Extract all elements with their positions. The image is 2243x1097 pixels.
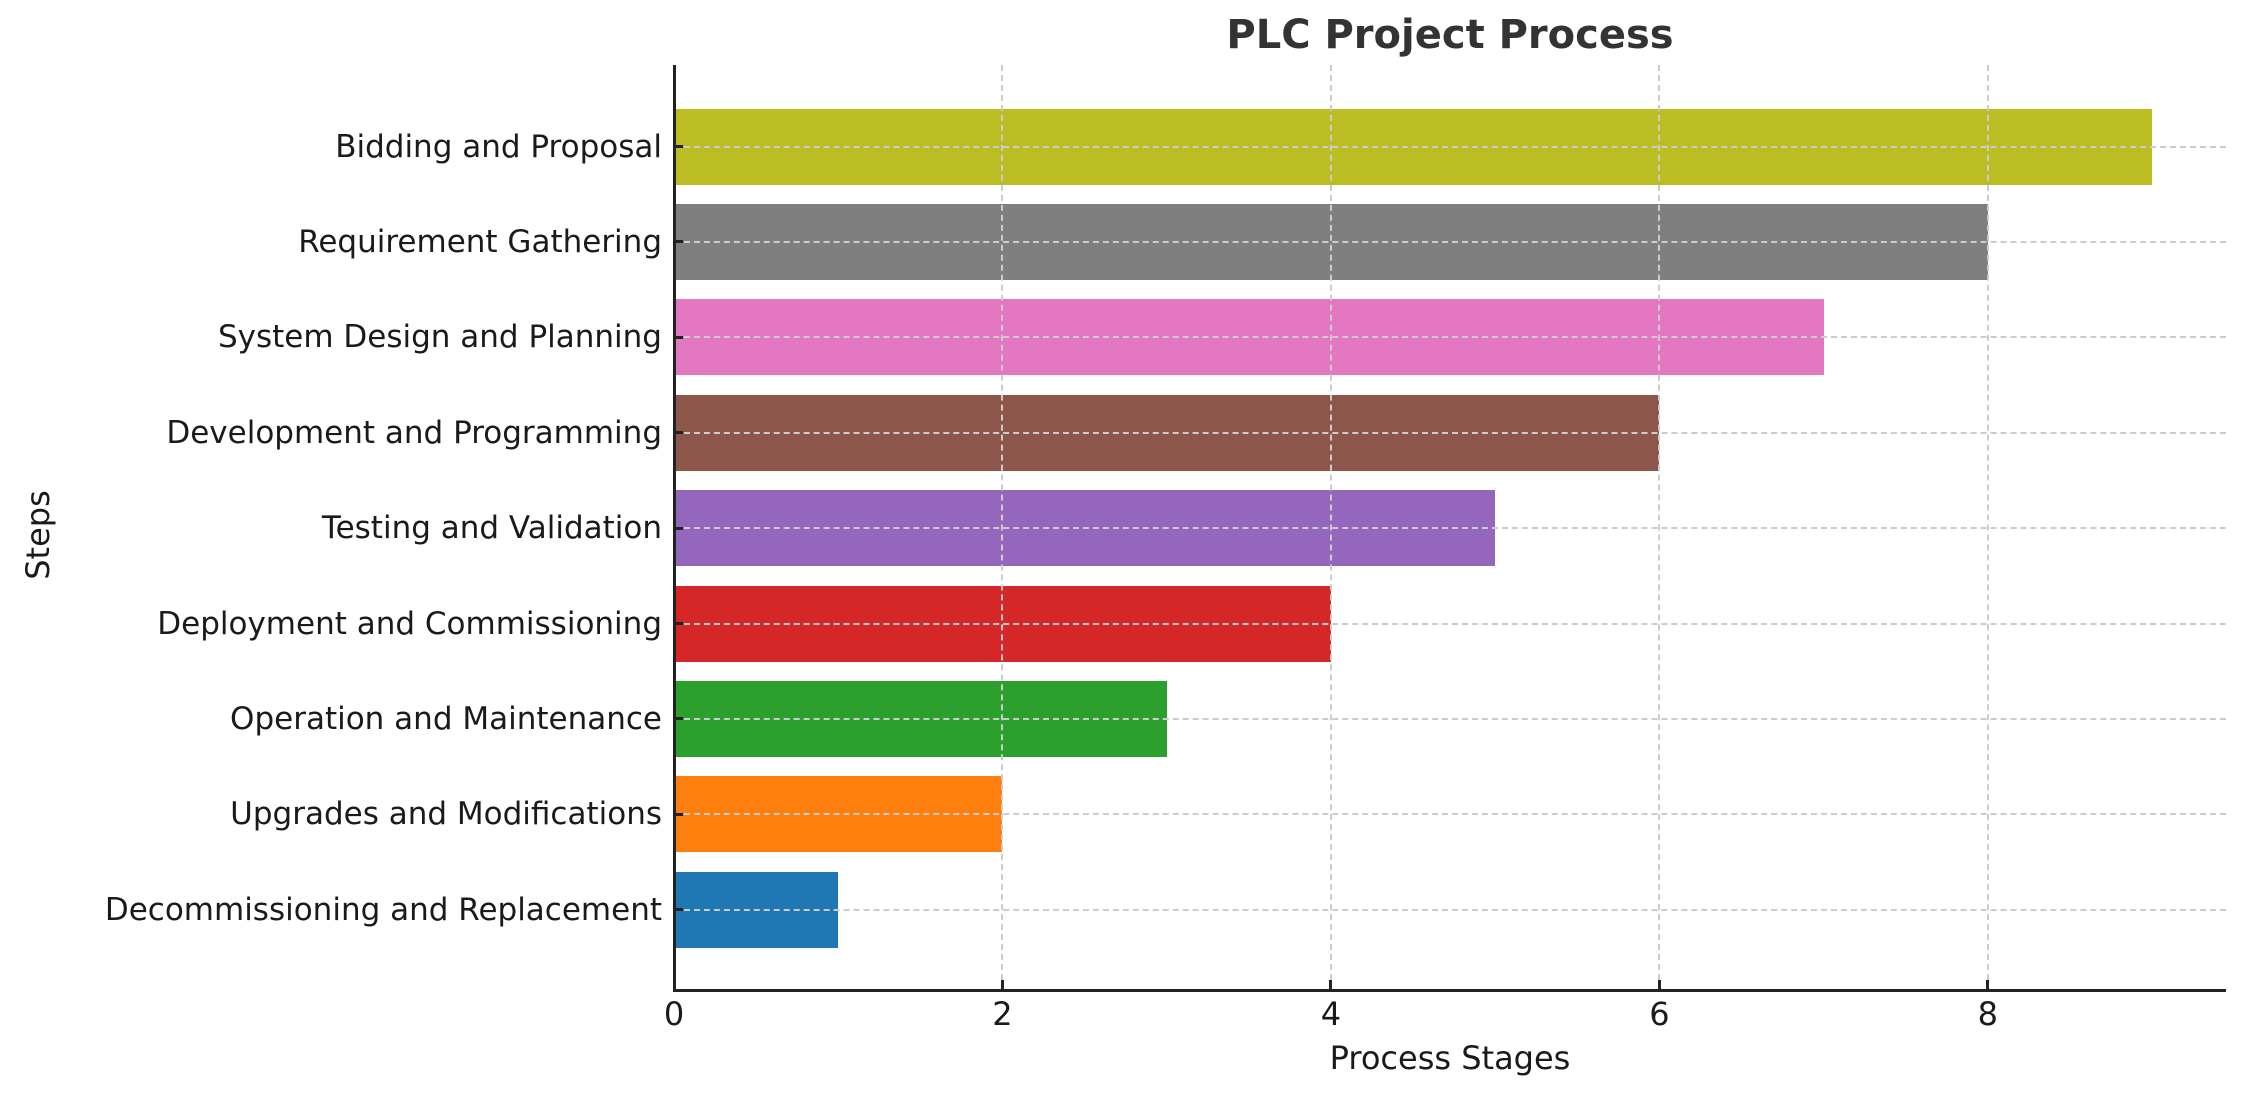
bar [674, 108, 2153, 185]
x-tick-mark [1986, 980, 1990, 990]
x-tick-label: 8 [1977, 995, 1999, 1033]
y-tick-mark [674, 717, 683, 721]
y-tick-mark [674, 812, 683, 816]
bar [674, 203, 1988, 280]
y-tick-mark [674, 908, 683, 912]
x-tick-label: 2 [992, 995, 1013, 1033]
plot-area [674, 65, 2226, 990]
bar [674, 299, 1824, 376]
y-tick-label: Decommissioning and Replacement [104, 891, 662, 928]
y-tick-label: Testing and Validation [321, 510, 662, 547]
y-tick-label: System Design and Planning [217, 319, 662, 356]
y-tick-mark [674, 622, 683, 625]
chart-title: PLC Project Process [1226, 12, 1674, 58]
y-tick-label: Bidding and Proposal [335, 128, 662, 165]
bar [674, 680, 1167, 757]
bars-layer [674, 65, 2226, 990]
y-tick-label: Deployment and Commissioning [157, 605, 662, 642]
y-tick-label: Upgrades and Modifications [230, 796, 662, 833]
x-axis-label: Process Stages [1329, 1039, 1571, 1077]
y-tick-label: Requirement Gathering [298, 223, 662, 260]
y-tick-label: Operation and Maintenance [230, 700, 662, 737]
bar [674, 585, 1331, 662]
y-tick-mark [674, 335, 683, 339]
x-tick-mark [1657, 980, 1661, 990]
y-tick-mark [674, 526, 683, 530]
bar [674, 776, 1003, 853]
y-tick-mark [674, 240, 683, 244]
x-tick-label: 4 [1320, 995, 1342, 1033]
y-axis-label: Steps [19, 490, 57, 580]
y-tick-mark [674, 145, 683, 148]
x-tick-mark [1329, 980, 1333, 990]
x-tick-label: 0 [663, 995, 685, 1033]
bar [674, 394, 1660, 471]
x-axis-line [673, 989, 2226, 992]
bar [674, 871, 839, 948]
y-tick-mark [674, 431, 683, 435]
bar [674, 490, 1496, 567]
x-tick-mark [1000, 980, 1004, 990]
x-tick-label: 6 [1649, 995, 1670, 1033]
y-tick-label: Development and Programming [166, 414, 662, 451]
